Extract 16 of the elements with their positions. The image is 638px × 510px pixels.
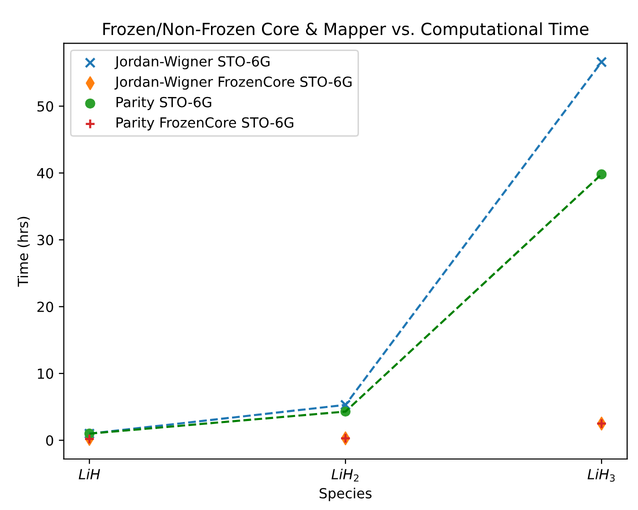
y-tick-label: 30 bbox=[37, 234, 54, 246]
y-tick-label: 40 bbox=[37, 168, 54, 178]
chart-title: Frozen/Non-Frozen Core & Mapper vs. Computational Time bbox=[103, 22, 588, 38]
x-tick-label: LiH$_{2}$ bbox=[332, 468, 358, 482]
x-tick-label: LiH bbox=[78, 468, 100, 480]
y-tick-label: 0 bbox=[46, 435, 54, 446]
legend-label: Jordan-Wigner STO-6G bbox=[114, 56, 270, 70]
x-tick-label: LiH$_{3}$ bbox=[588, 468, 615, 482]
y-axis-title: Time (hrs) bbox=[17, 216, 30, 287]
y-tick-label: 10 bbox=[38, 368, 54, 379]
y-tick-label: 20 bbox=[37, 302, 54, 312]
y-tick-label: 50 bbox=[37, 101, 54, 112]
legend-label: Parity FrozenCore STO-6G bbox=[116, 117, 294, 130]
legend-label: Jordan-Wigner FrozenCore STO-6G bbox=[114, 76, 352, 90]
legend-label: Parity STO-6G bbox=[116, 96, 212, 110]
x-axis-title: Species bbox=[320, 488, 372, 502]
